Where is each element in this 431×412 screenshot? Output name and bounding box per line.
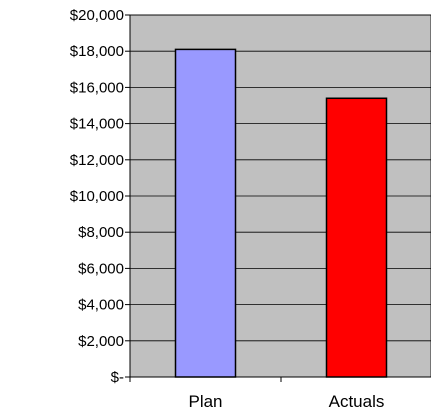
labels: $- $2,000 $4,000 $6,000 $8,000 $10,000 $12,000… <box>70 7 385 411</box>
y-tick-label: $6,000 <box>78 260 124 277</box>
y-tick-label: $2,000 <box>78 333 124 350</box>
y-tick-label: $18,000 <box>70 43 124 60</box>
y-tick-label: $10,000 <box>70 188 124 205</box>
bar-actuals <box>325 97 388 378</box>
y-tick-label: $- <box>111 369 124 386</box>
y-tick-label: $14,000 <box>70 116 124 133</box>
y-tick-label: $4,000 <box>78 297 124 314</box>
x-category-label: Actuals <box>329 392 385 411</box>
bars <box>174 48 388 378</box>
y-tick-label: $12,000 <box>70 152 124 169</box>
y-tick-label: $20,000 <box>70 7 124 24</box>
y-tick-label: $8,000 <box>78 224 124 241</box>
bar-plan <box>174 48 237 378</box>
x-category-label: Plan <box>188 392 222 411</box>
axes <box>125 14 431 382</box>
y-tick-label: $16,000 <box>70 79 124 96</box>
